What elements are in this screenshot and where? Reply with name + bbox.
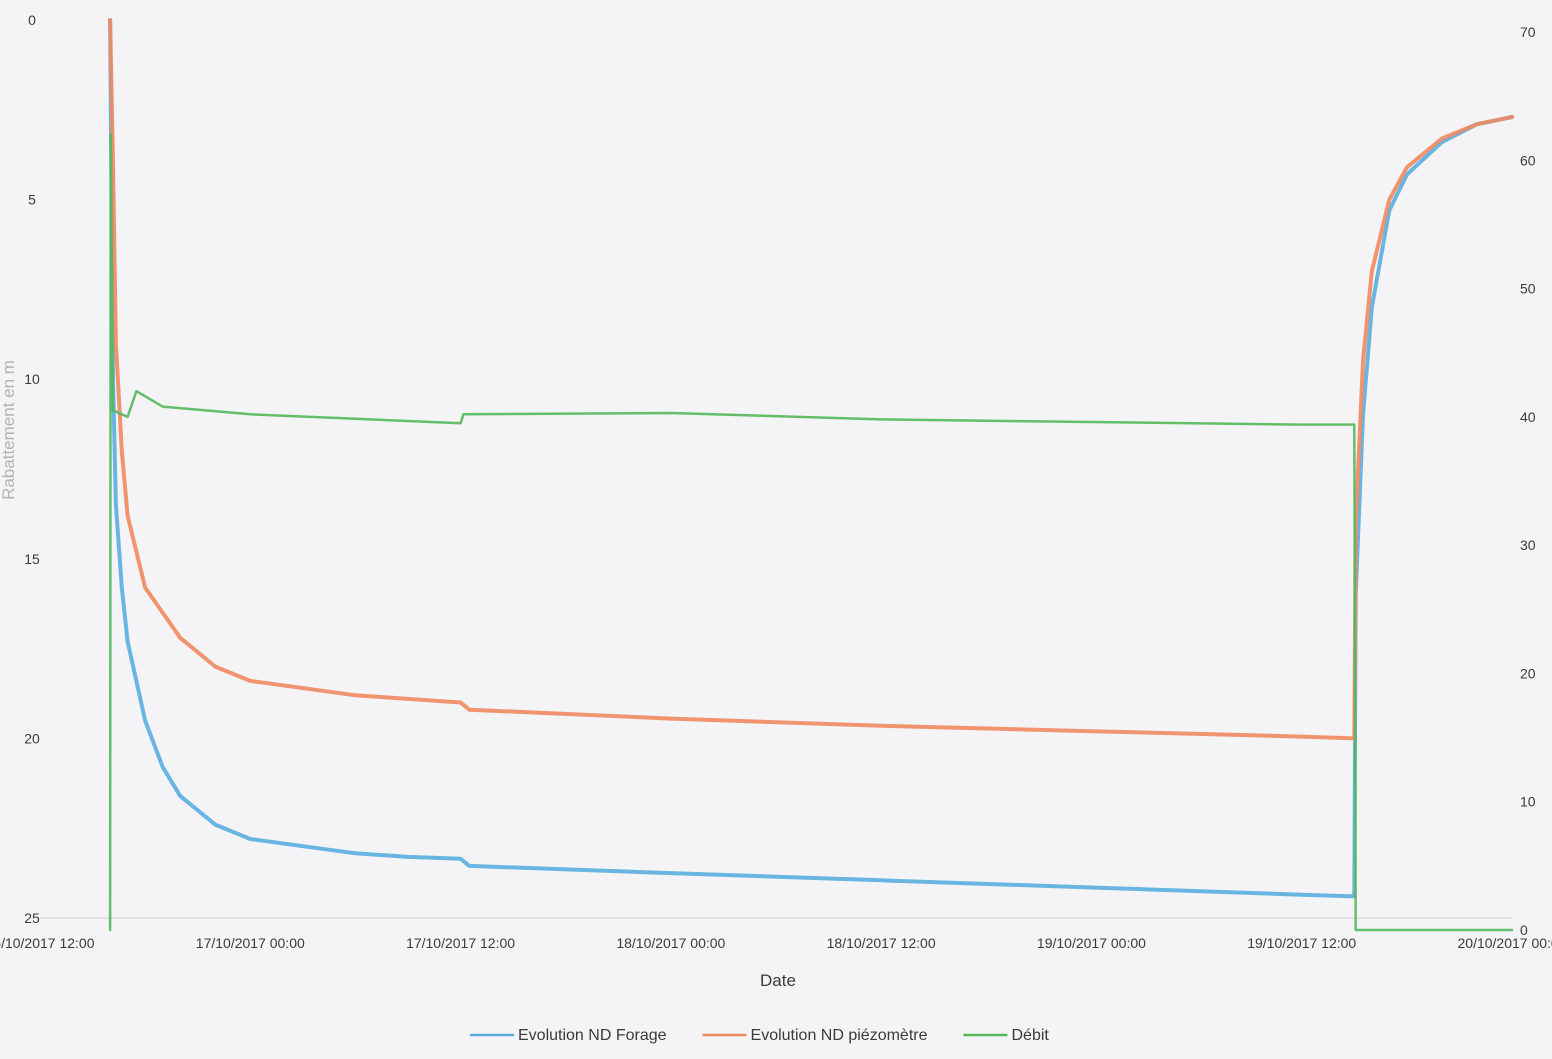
series-line-2: [110, 20, 1512, 738]
series-lines: [110, 20, 1512, 930]
legend-item: Débit: [963, 1027, 1049, 1044]
legend-label: Débit: [1011, 1027, 1049, 1044]
y-axis-left-title: Rabattement en m: [0, 360, 18, 500]
x-tick-label: 17/10/2017 00:00: [196, 935, 305, 951]
x-tick-label: 16/10/2017 12:00: [0, 935, 95, 951]
y-left-tick-label: 0: [28, 12, 36, 28]
legend: Evolution ND Forage Evolution ND piézomèt…: [470, 1027, 1049, 1044]
legend-item: Evolution ND piézomètre: [703, 1027, 928, 1044]
legend-label: Evolution ND piézomètre: [751, 1027, 928, 1044]
y-left-tick-label: 15: [24, 551, 40, 567]
y-right-tick-label: 60: [1520, 152, 1536, 168]
x-axis-title: Date: [760, 971, 796, 990]
x-tick-label: 19/10/2017 00:00: [1037, 935, 1146, 951]
legend-label: Evolution ND Forage: [518, 1027, 667, 1044]
series-line-1: [110, 20, 1512, 896]
y-right-tick-label: 70: [1520, 24, 1536, 40]
y-right-tick-label: 50: [1520, 281, 1536, 297]
y-right-tick-label: 20: [1520, 665, 1536, 681]
y-right-tick-label: 0: [1520, 922, 1528, 938]
y-right-tick-label: 30: [1520, 537, 1536, 553]
x-tick-label: 19/10/2017 12:00: [1247, 935, 1356, 951]
y-left-tick-label: 20: [24, 730, 40, 746]
y-right-tick-label: 10: [1520, 794, 1536, 810]
x-tick-label: 18/10/2017 00:00: [616, 935, 725, 951]
x-tick-label: 17/10/2017 12:00: [406, 935, 515, 951]
y-left-tick-label: 10: [24, 371, 40, 387]
tick-labels: 16/10/2017 12:00 17/10/2017 00:00 17/10/20…: [0, 12, 1552, 951]
y-left-tick-label: 25: [24, 910, 40, 926]
x-tick-label: 18/10/2017 12:00: [827, 935, 936, 951]
series-line-3: [110, 135, 1512, 930]
x-tick-label: 20/10/2017 00:00: [1458, 935, 1552, 951]
y-right-tick-label: 40: [1520, 409, 1536, 425]
legend-item: Evolution ND Forage: [470, 1027, 667, 1044]
y-left-tick-label: 5: [28, 192, 36, 208]
